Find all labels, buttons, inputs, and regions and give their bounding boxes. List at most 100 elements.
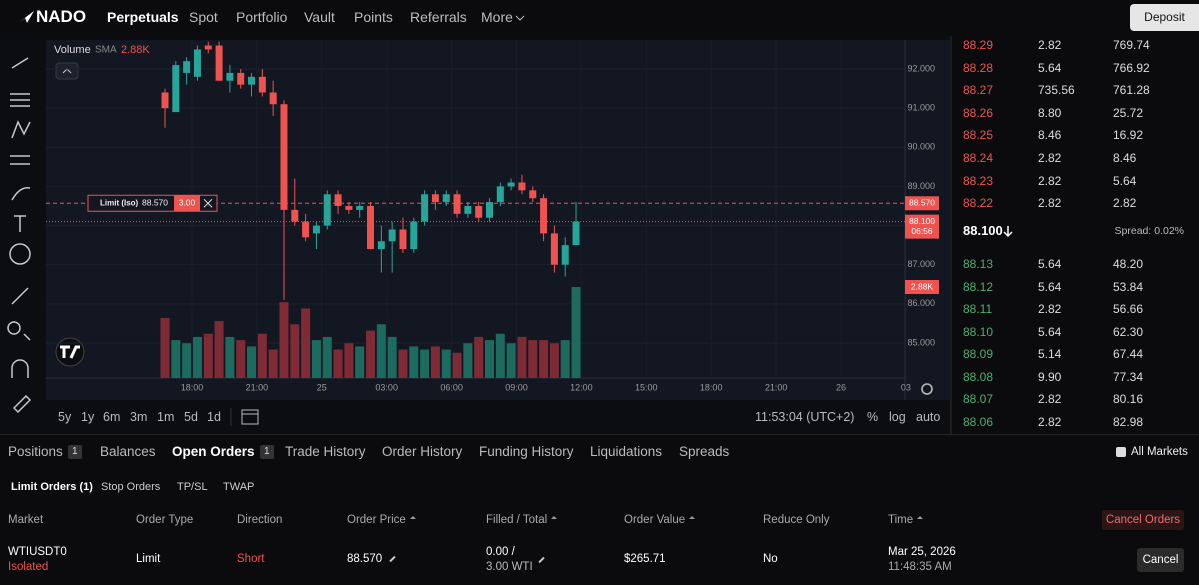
book-size: 5.64 <box>1038 60 1062 75</box>
volume-bar <box>203 333 213 378</box>
subtab[interactable]: TP/SL <box>177 481 208 493</box>
volume-bar <box>290 324 300 378</box>
all-markets[interactable]: All Markets <box>1131 446 1188 458</box>
order-type: Limit <box>136 553 161 565</box>
scale-option[interactable]: log <box>889 410 906 424</box>
book-total: 56.66 <box>1113 302 1144 316</box>
last-price-text: 88.100 <box>909 216 935 226</box>
book-price[interactable]: 88.23 <box>963 173 994 188</box>
nav-link[interactable]: Spot <box>189 9 218 25</box>
tab[interactable]: Funding History <box>479 444 574 459</box>
order-price-marker-text: 88.570 <box>909 198 935 208</box>
volume-bar <box>192 336 202 378</box>
book-price[interactable]: 88.08 <box>963 369 994 384</box>
scale-option[interactable]: % <box>867 410 879 424</box>
cancel-all[interactable]: Cancel Orders <box>1102 510 1184 530</box>
order-qty-box <box>174 195 200 212</box>
book-price[interactable]: 88.25 <box>963 128 994 143</box>
book-size: 2.82 <box>1038 196 1062 211</box>
nav-link[interactable]: Points <box>354 9 393 25</box>
nav-link[interactable]: Vault <box>304 9 335 25</box>
book-price[interactable]: 88.22 <box>963 196 994 211</box>
book-price[interactable]: 88.07 <box>963 392 994 406</box>
order-cancel-icon[interactable] <box>203 198 213 208</box>
calendar-icon[interactable] <box>241 409 259 425</box>
book-price[interactable]: 88.26 <box>963 105 994 120</box>
tab-count: 1 <box>260 445 274 459</box>
settings-icon[interactable] <box>921 383 933 395</box>
book-size: 9.90 <box>1038 369 1062 384</box>
candle-body <box>258 76 266 93</box>
tab[interactable]: Positions <box>8 444 63 459</box>
sort-icon <box>917 513 923 519</box>
collapse-button[interactable] <box>55 62 79 80</box>
nav-link[interactable]: More <box>481 9 513 25</box>
candle-body <box>442 194 450 203</box>
edit-icon[interactable] <box>538 556 545 564</box>
candle-body <box>540 198 548 234</box>
book-price[interactable]: 88.27 <box>963 83 994 98</box>
book-price[interactable]: 88.13 <box>963 257 994 271</box>
tab[interactable]: Liquidations <box>590 444 663 459</box>
nav-link[interactable]: Perpetuals <box>107 9 179 25</box>
book-price[interactable]: 88.10 <box>963 324 994 339</box>
candle-body <box>367 206 375 250</box>
nav-link[interactable]: Referrals <box>410 9 467 25</box>
table-header[interactable]: Order Value <box>624 514 686 526</box>
volume-bar <box>430 346 440 378</box>
tab[interactable]: Order History <box>382 444 463 459</box>
book-total: 48.20 <box>1113 257 1144 271</box>
candle-body <box>302 221 310 238</box>
range-button[interactable]: 6m <box>103 410 121 424</box>
book-price[interactable]: 88.29 <box>963 38 994 52</box>
table-header[interactable]: Time <box>888 514 914 526</box>
book-price[interactable]: 88.12 <box>963 279 994 294</box>
tab[interactable]: Open Orders <box>172 444 255 459</box>
candle-body <box>345 206 353 210</box>
tab[interactable]: Spreads <box>679 444 730 459</box>
checkbox[interactable] <box>1116 447 1126 457</box>
range-button[interactable]: 1m <box>157 410 175 424</box>
reduce-only: No <box>763 553 778 565</box>
volume-bar <box>257 333 267 378</box>
x-tick-label: 06:00 <box>440 382 463 392</box>
range-button[interactable]: 1d <box>207 410 221 424</box>
table-header[interactable]: Filled / Total <box>486 514 548 526</box>
filled: 0.00 / <box>486 546 515 558</box>
edit-icon[interactable] <box>389 555 396 563</box>
tab[interactable]: Balances <box>100 444 156 459</box>
book-price[interactable]: 88.11 <box>963 302 993 316</box>
drawing-tools[interactable] <box>7 57 32 414</box>
book-price[interactable]: 88.09 <box>963 347 994 361</box>
subtab[interactable]: Stop Orders <box>101 481 161 493</box>
range-button[interactable]: 5d <box>184 410 198 424</box>
nav-link[interactable]: Portfolio <box>236 9 288 25</box>
subtab[interactable]: TWAP <box>223 481 255 493</box>
volume-bar <box>171 340 181 378</box>
table-header[interactable]: Order Price <box>347 514 406 526</box>
range-button[interactable]: 5y <box>58 410 72 424</box>
cancel-button[interactable]: Cancel <box>1137 548 1184 572</box>
tab[interactable]: Trade History <box>285 444 366 459</box>
range-button[interactable]: 3m <box>130 410 148 424</box>
range-button[interactable]: 1y <box>81 410 95 424</box>
scale-option[interactable]: auto <box>916 410 941 424</box>
book-total: 80.16 <box>1113 392 1144 406</box>
book-total: 8.46 <box>1113 151 1137 165</box>
book-total: 67.44 <box>1113 347 1144 361</box>
volume-sma: SMA <box>95 45 117 56</box>
direction: Short <box>237 553 265 565</box>
candle-body <box>161 92 169 109</box>
book-price[interactable]: 88.28 <box>963 60 994 75</box>
volume-bar <box>485 340 494 378</box>
candle-body <box>291 209 299 222</box>
book-price[interactable]: 88.24 <box>963 151 994 165</box>
deposit-button[interactable]: Deposit <box>1130 4 1199 31</box>
book-total: 761.28 <box>1113 83 1150 98</box>
chart-panel: 92.00091.00090.00089.00088.00087.00086.0… <box>7 40 950 426</box>
subtab[interactable]: Limit Orders (1) <box>11 481 93 493</box>
more-chevron[interactable] <box>515 13 525 23</box>
candle-body <box>248 76 256 85</box>
volume-bar <box>539 340 549 378</box>
book-price[interactable]: 88.06 <box>963 414 994 429</box>
